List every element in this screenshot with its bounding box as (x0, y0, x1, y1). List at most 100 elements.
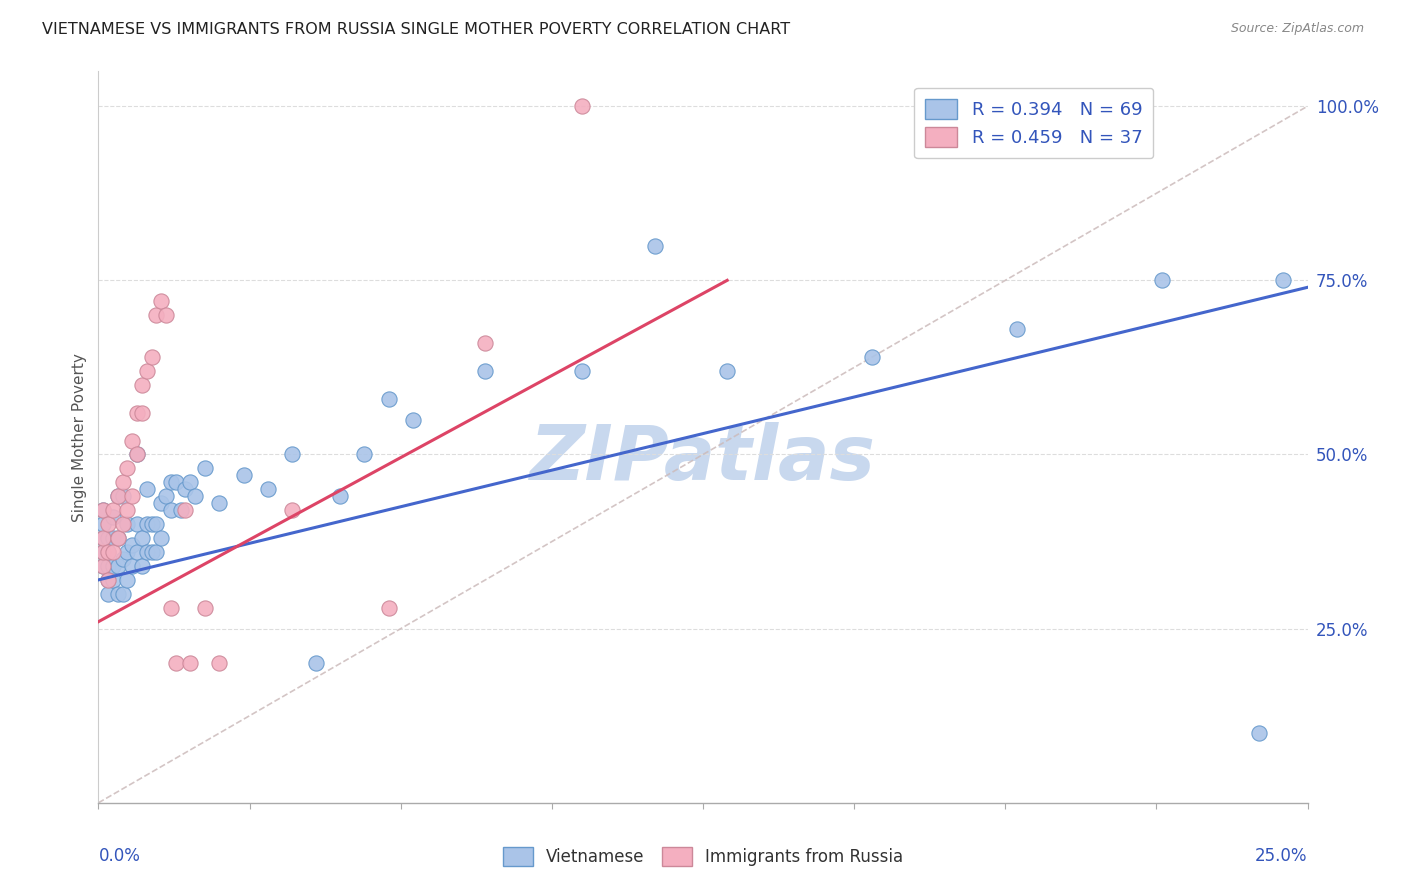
Point (141, 545, 163, 559)
Point (145, 545, 167, 559)
Point (160, 475, 183, 490)
Point (131, 558, 153, 573)
Point (160, 600, 183, 615)
Point (232, 468, 254, 483)
Point (281, 503, 304, 517)
Point (101, 510, 124, 524)
Point (402, 412, 425, 426)
Point (107, 587, 129, 601)
Point (91, 531, 114, 545)
Point (91, 503, 114, 517)
Point (97, 545, 120, 559)
Point (127, 448, 149, 462)
Point (127, 517, 149, 532)
Point (91, 558, 114, 573)
Point (571, 99, 593, 113)
Point (107, 531, 129, 545)
Point (160, 503, 183, 517)
Point (155, 308, 177, 322)
Point (281, 448, 304, 462)
Point (127, 545, 149, 559)
Point (165, 475, 187, 490)
Text: VIETNAMESE VS IMMIGRANTS FROM RUSSIA SINGLE MOTHER POVERTY CORRELATION CHART: VIETNAMESE VS IMMIGRANTS FROM RUSSIA SIN… (42, 22, 790, 37)
Point (169, 503, 191, 517)
Point (184, 489, 207, 503)
Point (179, 475, 201, 490)
Point (107, 489, 129, 503)
Point (111, 587, 134, 601)
Point (141, 517, 163, 532)
Point (860, 350, 883, 364)
Point (329, 489, 352, 503)
Point (145, 517, 167, 532)
Point (91, 503, 114, 517)
Point (155, 489, 177, 503)
Point (150, 294, 173, 309)
Point (91, 545, 114, 559)
Legend: Vietnamese, Immigrants from Russia: Vietnamese, Immigrants from Russia (495, 838, 911, 875)
Point (1272, 273, 1295, 287)
Point (97, 517, 120, 532)
Point (101, 545, 124, 559)
Point (145, 308, 167, 322)
Legend: R = 0.394   N = 69, R = 0.459   N = 37: R = 0.394 N = 69, R = 0.459 N = 37 (914, 87, 1153, 158)
Point (121, 538, 143, 552)
Point (150, 531, 173, 545)
Point (117, 545, 139, 559)
Point (716, 364, 738, 378)
Point (644, 238, 666, 252)
Point (117, 461, 139, 475)
Point (305, 657, 328, 671)
Point (377, 392, 399, 406)
Point (91, 558, 114, 573)
Point (127, 448, 149, 462)
Point (91, 531, 114, 545)
Point (117, 503, 139, 517)
Point (377, 600, 399, 615)
Point (135, 517, 157, 532)
Point (141, 350, 163, 364)
Point (97, 573, 120, 587)
Point (107, 489, 129, 503)
Point (97, 587, 120, 601)
Point (1007, 322, 1029, 336)
Point (131, 531, 153, 545)
Y-axis label: Single Mother Poverty: Single Mother Poverty (72, 352, 87, 522)
Point (135, 545, 157, 559)
Point (101, 531, 124, 545)
Point (194, 600, 217, 615)
Point (111, 517, 134, 532)
Point (101, 558, 124, 573)
Point (194, 461, 217, 475)
Point (107, 531, 129, 545)
Point (117, 573, 139, 587)
Point (135, 364, 157, 378)
Point (121, 489, 143, 503)
Point (111, 489, 134, 503)
Point (174, 503, 197, 517)
Point (256, 483, 278, 497)
Point (135, 483, 157, 497)
Point (1152, 273, 1174, 287)
Point (150, 496, 173, 510)
Text: ZIPatlas: ZIPatlas (530, 422, 876, 496)
Point (111, 552, 134, 566)
Point (101, 503, 124, 517)
Point (208, 657, 231, 671)
Point (474, 336, 496, 351)
Point (131, 406, 153, 420)
Point (91, 545, 114, 559)
Point (121, 558, 143, 573)
Text: 25.0%: 25.0% (1256, 847, 1308, 864)
Point (127, 406, 149, 420)
Point (474, 364, 496, 378)
Point (353, 448, 375, 462)
Point (117, 517, 139, 532)
Text: 0.0%: 0.0% (98, 847, 141, 864)
Point (111, 475, 134, 490)
Point (179, 657, 201, 671)
Point (97, 558, 120, 573)
Point (101, 573, 124, 587)
Point (97, 531, 120, 545)
Point (107, 558, 129, 573)
